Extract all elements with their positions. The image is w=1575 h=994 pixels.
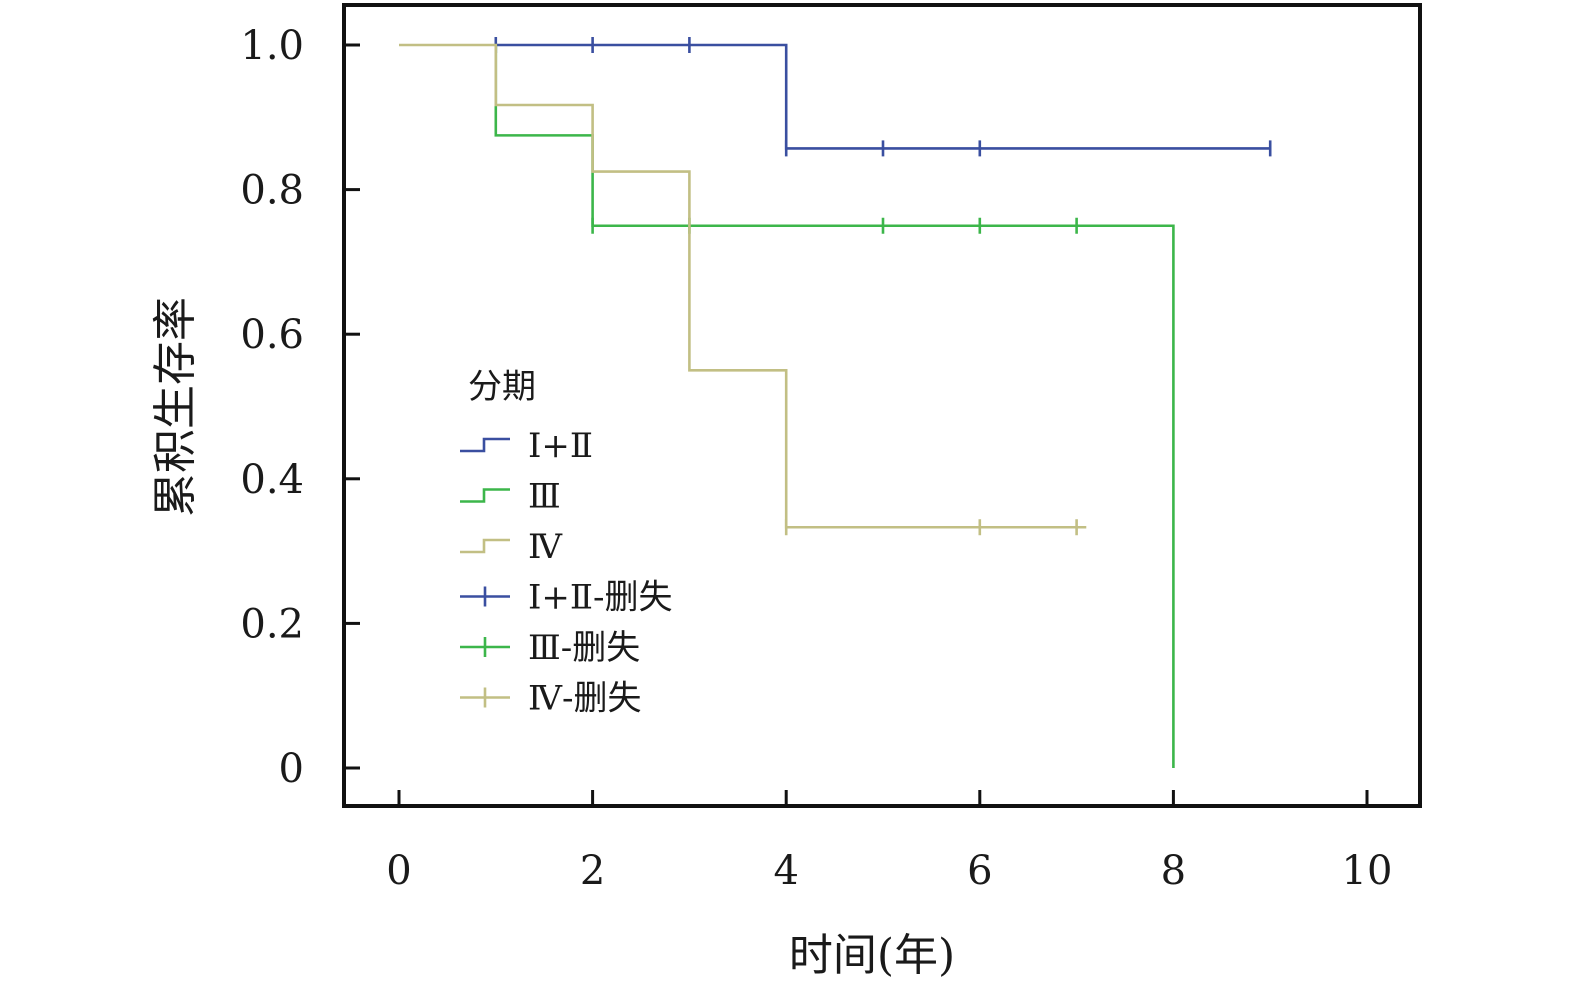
x-tick-label: 4 (773, 848, 798, 894)
x-tick-label: 10 (1342, 848, 1393, 894)
y-tick-label: 0 (279, 746, 304, 792)
y-tick-label: 1.0 (240, 23, 304, 69)
legend-label: Ⅲ-删失 (528, 628, 640, 668)
legend-label: Ⅲ (528, 477, 561, 517)
legend-entry: Ⅳ-删失 (460, 679, 641, 719)
legend-label: Ⅰ+Ⅱ (528, 426, 593, 466)
legend-step-swatch (460, 437, 510, 453)
legend-label: Ⅳ (528, 527, 563, 567)
y-tick-label: 0.8 (240, 168, 304, 214)
survival-step-line (495, 43, 1271, 150)
x-axis-title: 时间(年) (789, 930, 955, 981)
y-tick-label: 0.4 (240, 457, 304, 503)
legend-label: Ⅰ+Ⅱ-删失 (528, 578, 673, 618)
y-axis-ticks: 0 0.2 0.4 0.6 0.8 1.0 (240, 23, 360, 792)
legend-label: Ⅳ-删失 (528, 679, 641, 719)
x-tick-label: 8 (1161, 848, 1186, 894)
legend-entries: Ⅰ+Ⅱ Ⅲ Ⅳ Ⅰ+Ⅱ-删失 Ⅲ-删失 Ⅳ-删失 (460, 426, 673, 719)
y-tick-label: 0.2 (240, 601, 304, 647)
legend-entry: Ⅰ+Ⅱ-删失 (460, 578, 673, 618)
survival-step-line (494, 45, 1175, 768)
y-axis-title: 累积生存率 (150, 297, 201, 517)
legend-step-swatch (460, 538, 510, 554)
survival-step-line (399, 43, 1087, 529)
x-tick-label: 0 (386, 848, 411, 894)
legend-entry: Ⅰ+Ⅱ (460, 426, 593, 466)
legend-entry: Ⅳ (460, 527, 563, 567)
plot-frame (342, 3, 1422, 808)
x-tick-label: 2 (580, 848, 605, 894)
legend-step-swatch (460, 488, 510, 503)
series-layer (399, 37, 1272, 768)
legend-title: 分期 (468, 367, 536, 407)
legend-entry: Ⅲ-删失 (460, 628, 640, 668)
x-axis-ticks: 0 2 4 6 8 10 (386, 790, 1392, 894)
legend: 分期 Ⅰ+Ⅱ Ⅲ Ⅳ Ⅰ+Ⅱ-删失 Ⅲ-删失 Ⅳ-删失 (460, 367, 673, 719)
x-tick-label: 6 (967, 848, 992, 894)
y-tick-label: 0.6 (240, 312, 304, 358)
legend-entry: Ⅲ (460, 477, 561, 517)
